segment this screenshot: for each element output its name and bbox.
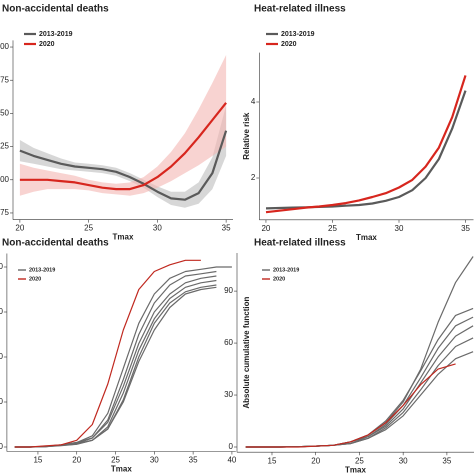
- legend-label: 2013-2019: [281, 31, 315, 38]
- y-tick-label: 0: [229, 442, 234, 451]
- x-tick-label: 30: [399, 456, 408, 465]
- y-tick-label: 1.75: [0, 75, 10, 84]
- x-tick-label: 20: [15, 224, 24, 233]
- y-tick-label: 40: [0, 352, 3, 361]
- panel-title: Non-accidental deaths: [2, 4, 109, 15]
- series-line: [245, 337, 474, 448]
- x-tick-label: 15: [268, 456, 277, 465]
- y-tick-label: 30: [224, 390, 233, 399]
- legend-label: 2020: [39, 41, 55, 48]
- x-tick-label: 20: [311, 456, 320, 465]
- series-line: [14, 259, 201, 448]
- y-tick-label: 60: [0, 307, 3, 316]
- x-axis-title: Tmax: [356, 233, 377, 242]
- y-tick-label: 90: [224, 286, 233, 295]
- panel-title: Heat-related illness: [254, 238, 346, 249]
- y-tick-label: 60: [224, 338, 233, 347]
- confidence-band: [19, 55, 227, 196]
- y-tick-label: 4: [251, 97, 256, 106]
- x-tick-label: 35: [222, 224, 231, 233]
- series-line: [245, 316, 474, 448]
- x-axis-title: Tmax: [345, 465, 366, 474]
- series-line: [245, 363, 456, 448]
- x-tick-label: 35: [461, 224, 470, 233]
- y-tick-label: 0.75: [0, 208, 10, 217]
- x-tick-label: 15: [33, 456, 42, 465]
- panel-title: Non-accidental deaths: [2, 238, 109, 249]
- series-line: [14, 270, 217, 448]
- x-tick-label: 30: [153, 224, 162, 233]
- y-tick-label: 80: [0, 262, 3, 271]
- x-tick-label: 20: [261, 224, 270, 233]
- x-tick-label: 30: [150, 456, 159, 465]
- y-tick-label: 20: [0, 397, 3, 406]
- legend-label: 2020: [281, 41, 297, 48]
- legend-label: 2013-2019: [29, 267, 55, 273]
- series-line: [19, 102, 227, 191]
- series-line: [19, 130, 228, 201]
- legend-label: 2013-2019: [39, 31, 73, 38]
- x-tick-label: 25: [355, 456, 364, 465]
- x-axis-title: Tmax: [111, 465, 132, 474]
- series-line: [245, 325, 474, 448]
- x-tick-label: 25: [111, 456, 120, 465]
- legend-label: 2020: [29, 276, 41, 282]
- x-tick-label: 35: [442, 456, 451, 465]
- y-tick-label: 0: [0, 442, 3, 451]
- y-tick-label: 2.00: [0, 42, 10, 51]
- legend-label: 2013-2019: [273, 267, 299, 273]
- x-axis-title: Tmax: [113, 233, 134, 242]
- series-line: [14, 286, 217, 448]
- series-line: [14, 275, 217, 448]
- y-tick-label: 2: [251, 173, 256, 182]
- x-tick-label: 40: [227, 456, 236, 465]
- y-tick-label: 1.00: [0, 175, 10, 184]
- y-axis-title: Absolute cumulative function: [242, 296, 251, 408]
- y-axis-title: Relative risk: [242, 112, 251, 160]
- series-line: [14, 284, 217, 448]
- y-tick-label: 1.50: [0, 109, 10, 118]
- series-line: [245, 351, 474, 448]
- x-tick-label: 25: [84, 224, 93, 233]
- panel-title: Heat-related illness: [254, 4, 346, 15]
- x-tick-label: 30: [395, 224, 404, 233]
- series-line: [265, 90, 467, 210]
- x-tick-label: 20: [72, 456, 81, 465]
- series-line: [265, 75, 467, 214]
- series-line: [14, 279, 217, 448]
- x-tick-label: 25: [328, 224, 337, 233]
- series-line: [245, 256, 474, 448]
- series-line: [14, 266, 232, 448]
- legend-label: 2020: [273, 276, 285, 282]
- x-tick-label: 35: [189, 456, 198, 465]
- y-tick-label: 1.25: [0, 142, 10, 151]
- series-line: [245, 307, 474, 448]
